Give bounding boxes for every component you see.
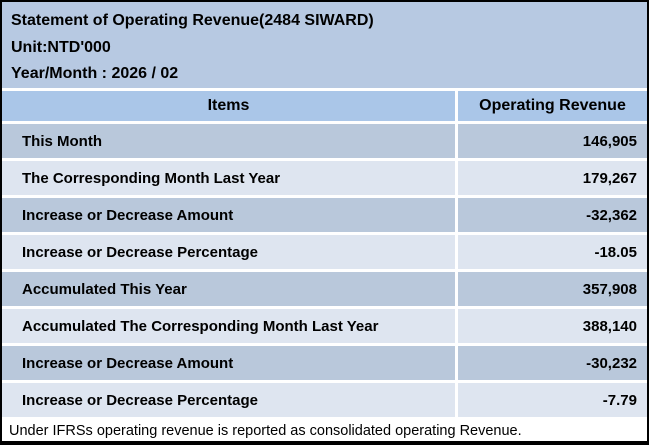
row-value: 179,267 xyxy=(458,161,647,195)
row-value: 146,905 xyxy=(458,124,647,158)
row-label: Accumulated This Year xyxy=(2,272,455,306)
row-label: Increase or Decrease Amount xyxy=(2,346,455,380)
table-row: This Month 146,905 xyxy=(2,124,647,158)
report-unit: Unit:NTD'000 xyxy=(11,38,111,56)
row-value: -30,232 xyxy=(458,346,647,380)
column-header-operating-revenue: Operating Revenue xyxy=(458,91,647,121)
table-row: The Corresponding Month Last Year 179,26… xyxy=(2,161,647,195)
row-label: This Month xyxy=(2,124,455,158)
row-value: 357,908 xyxy=(458,272,647,306)
report-year-month: Year/Month : 2026 / 02 xyxy=(11,65,179,82)
row-label: Increase or Decrease Percentage xyxy=(2,383,455,417)
row-value: 388,140 xyxy=(458,309,647,343)
table-row: Accumulated This Year 357,908 xyxy=(2,272,647,306)
table-row: Accumulated The Corresponding Month Last… xyxy=(2,309,647,343)
table-row: Increase or Decrease Percentage -18.05 xyxy=(2,235,647,269)
table-header-row: Items Operating Revenue xyxy=(2,91,647,121)
row-label: Increase or Decrease Percentage xyxy=(2,235,455,269)
row-label: Increase or Decrease Amount xyxy=(2,198,455,232)
report-title: Statement of Operating Revenue(2484 SIWA… xyxy=(11,12,374,29)
row-label: The Corresponding Month Last Year xyxy=(2,161,455,195)
ifrs-footnote: Under IFRSs operating revenue is reporte… xyxy=(2,420,647,441)
table-row: Increase or Decrease Amount -32,362 xyxy=(2,198,647,232)
row-value: -7.79 xyxy=(458,383,647,417)
report-header: Statement of Operating Revenue(2484 SIWA… xyxy=(2,2,647,88)
column-header-items: Items xyxy=(2,91,455,121)
table-row: Increase or Decrease Percentage -7.79 xyxy=(2,383,647,417)
row-value: -18.05 xyxy=(458,235,647,269)
table-row: Increase or Decrease Amount -30,232 xyxy=(2,346,647,380)
row-value: -32,362 xyxy=(458,198,647,232)
row-label: Accumulated The Corresponding Month Last… xyxy=(2,309,455,343)
